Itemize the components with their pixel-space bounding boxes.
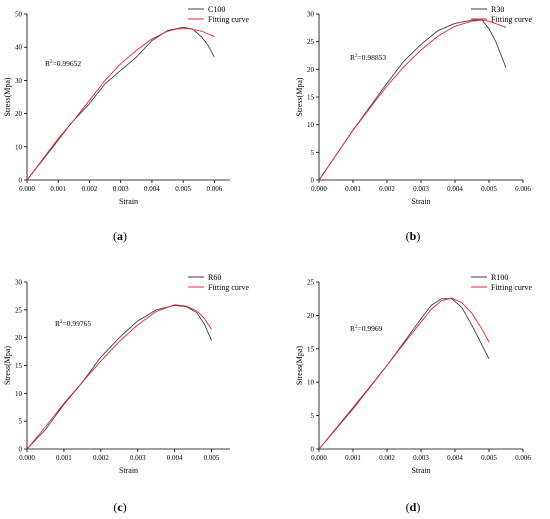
y-tick-label: 5 — [19, 418, 23, 426]
y-tick-label: 25 — [307, 38, 315, 46]
x-tick-label: 0.002 — [93, 454, 109, 462]
x-tick-label: 0.005 — [175, 185, 191, 193]
legend-label: Fitting curve — [491, 283, 533, 292]
x-tick-label: 0.001 — [345, 454, 361, 462]
y-tick-label: 40 — [15, 44, 23, 52]
y-tick-label: 30 — [15, 77, 23, 85]
panel-caption: (b) — [406, 229, 421, 243]
experimental-curve-r30 — [318, 19, 507, 181]
x-tick-label: 0.006 — [207, 185, 223, 193]
fitting-curve-line — [318, 297, 490, 450]
y-tick-label: 20 — [15, 334, 23, 342]
legend-label: R100 — [491, 273, 508, 282]
x-tick-label: 0.000 — [19, 185, 35, 193]
x-axis-title: Strain — [411, 466, 430, 475]
x-tick-label: 0.000 — [311, 185, 327, 193]
y-tick-label: 20 — [15, 110, 23, 118]
legend-label: Fitting curve — [208, 283, 250, 292]
x-tick-label: 0.005 — [204, 454, 220, 462]
y-tick-label: 5 — [311, 412, 315, 420]
x-tick-label: 0.004 — [144, 185, 160, 193]
x-tick-label: 0.001 — [345, 185, 361, 193]
y-tick-label: 25 — [15, 306, 23, 314]
y-tick-label: 10 — [307, 379, 315, 387]
experimental-curve-c100 — [26, 26, 215, 181]
legend-label: R60 — [208, 273, 221, 282]
legend-label: Fitting curve — [208, 15, 250, 24]
x-tick-label: 0.002 — [82, 185, 98, 193]
y-tick-label: 50 — [15, 11, 23, 19]
x-tick-label: 0.003 — [413, 185, 429, 193]
y-tick-label: 30 — [15, 279, 23, 287]
x-tick-label: 0.004 — [447, 185, 463, 193]
y-tick-label: 10 — [15, 390, 23, 398]
x-tick-label: 0.001 — [50, 185, 66, 193]
fitting-curve-line — [318, 19, 507, 181]
y-tick-label: 0 — [311, 177, 315, 185]
legend-label: R30 — [491, 5, 504, 14]
chart-panel-b: 0.000 0.001 0.002 0.003 0.004 0.005 0.006 0 5 10 1… — [295, 5, 533, 243]
y-axis-title: Stress(Mpa) — [295, 77, 304, 116]
y-tick-label: 0 — [311, 446, 315, 454]
y-tick-label: 20 — [307, 66, 315, 74]
x-tick-label: 0.000 — [19, 454, 35, 462]
x-tick-label: 0.003 — [413, 454, 429, 462]
fitting-curve-line — [26, 304, 212, 450]
x-tick-label: 0.005 — [481, 454, 497, 462]
y-tick-label: 15 — [307, 345, 315, 353]
chart-panel-c: 0.000 0.001 0.002 0.003 0.004 0.005 0 5 10 15 20 25… — [3, 273, 250, 514]
y-axis-title: Stress(Mpa) — [3, 346, 12, 385]
y-axis-title: Stress(Mpa) — [3, 77, 12, 116]
r-squared-annotation: R2=0.98853 — [350, 53, 386, 62]
x-tick-label: 0.004 — [167, 454, 183, 462]
x-tick-label: 0.001 — [56, 454, 72, 462]
y-tick-label: 15 — [307, 94, 315, 102]
experimental-curve-r60 — [26, 304, 212, 450]
y-tick-label: 0 — [19, 177, 23, 185]
x-tick-label: 0.006 — [515, 454, 531, 462]
r-squared-annotation: R2=0.99652 — [45, 59, 81, 68]
x-tick-label: 0.003 — [130, 454, 146, 462]
legend-label: Fitting curve — [491, 15, 533, 24]
x-axis-title: Strain — [119, 466, 138, 475]
panel-caption: (c) — [113, 500, 126, 514]
chart-panel-d: 0.000 0.001 0.002 0.003 0.004 0.005 0.006 0 5 10 1… — [295, 273, 533, 514]
x-axis-title: Strain — [119, 197, 138, 206]
x-tick-label: 0.003 — [113, 185, 129, 193]
r-squared-annotation: R2=0.9969 — [350, 324, 383, 333]
r-squared-annotation: R2=0.99765 — [55, 319, 91, 328]
x-tick-label: 0.002 — [379, 454, 395, 462]
x-axis-title: Strain — [411, 197, 430, 206]
y-tick-label: 10 — [15, 143, 23, 151]
x-tick-label: 0.002 — [379, 185, 395, 193]
y-tick-label: 30 — [307, 11, 315, 19]
y-tick-label: 5 — [311, 149, 315, 157]
x-tick-label: 0.004 — [447, 454, 463, 462]
x-tick-label: 0.006 — [515, 185, 531, 193]
y-tick-label: 20 — [307, 312, 315, 320]
y-tick-label: 25 — [307, 279, 315, 287]
y-tick-label: 15 — [15, 362, 23, 370]
experimental-curve-r100 — [318, 298, 490, 450]
panel-caption: (d) — [406, 500, 421, 514]
y-axis-title: Stress(Mpa) — [295, 346, 304, 385]
x-tick-label: 0.005 — [481, 185, 497, 193]
y-tick-label: 0 — [19, 446, 23, 454]
y-tick-label: 10 — [307, 121, 315, 129]
fitting-curve-line — [26, 28, 215, 181]
legend-label: C100 — [208, 5, 225, 14]
x-tick-label: 0.000 — [311, 454, 327, 462]
panel-caption: (a) — [113, 229, 127, 243]
chart-panel-a: 0.000 0.001 0.002 0.003 0.004 0.005 0.006 0 10 20… — [3, 5, 250, 243]
